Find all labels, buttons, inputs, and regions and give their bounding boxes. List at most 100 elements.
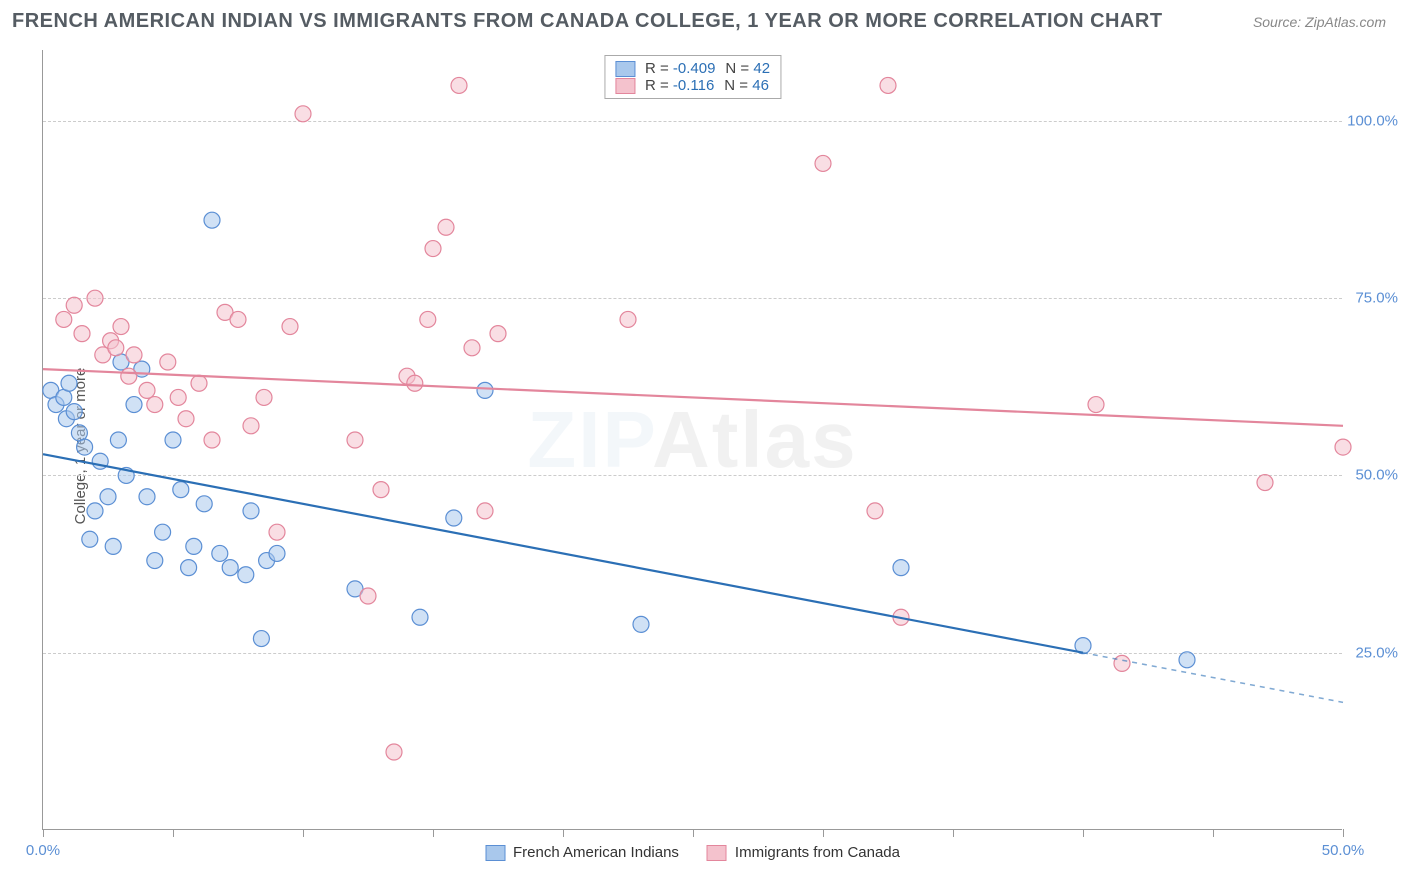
data-point — [243, 418, 259, 434]
data-point — [155, 524, 171, 540]
trend-line — [43, 369, 1343, 426]
x-tick — [1343, 829, 1344, 837]
data-point — [867, 503, 883, 519]
data-point — [56, 311, 72, 327]
data-point — [347, 432, 363, 448]
legend-label: Immigrants from Canada — [735, 844, 900, 861]
data-point — [1335, 439, 1351, 455]
x-tick — [173, 829, 174, 837]
legend-swatch — [615, 78, 635, 94]
data-point — [212, 545, 228, 561]
data-point — [269, 545, 285, 561]
data-point — [77, 439, 93, 455]
data-point — [1114, 655, 1130, 671]
legend-row: R = -0.116 N = 46 — [615, 77, 770, 94]
data-point — [269, 524, 285, 540]
x-tick — [433, 829, 434, 837]
data-point — [108, 340, 124, 356]
data-point — [620, 311, 636, 327]
data-point — [82, 531, 98, 547]
data-point — [222, 560, 238, 576]
data-point — [139, 382, 155, 398]
data-point — [196, 496, 212, 512]
data-point — [181, 560, 197, 576]
legend-label: French American Indians — [513, 844, 679, 861]
x-tick — [1213, 829, 1214, 837]
data-point — [121, 368, 137, 384]
data-point — [490, 326, 506, 342]
data-point — [282, 319, 298, 335]
series-legend: French American Indians Immigrants from C… — [485, 844, 900, 861]
data-point — [66, 297, 82, 313]
data-point — [386, 744, 402, 760]
y-tick-label: 25.0% — [1355, 644, 1398, 661]
data-point — [165, 432, 181, 448]
data-point — [373, 482, 389, 498]
data-point — [204, 212, 220, 228]
legend-swatch — [615, 61, 635, 77]
chart-container: FRENCH AMERICAN INDIAN VS IMMIGRANTS FRO… — [0, 0, 1406, 892]
legend-n: N = 46 — [724, 77, 769, 94]
x-tick — [43, 829, 44, 837]
data-point — [815, 155, 831, 171]
data-point — [295, 106, 311, 122]
data-point — [186, 538, 202, 554]
legend-swatch — [485, 845, 505, 861]
legend-r: R = -0.116 — [645, 77, 714, 94]
y-tick-label: 100.0% — [1347, 112, 1398, 129]
data-point — [139, 489, 155, 505]
legend-n: N = 42 — [725, 60, 770, 77]
data-point — [477, 382, 493, 398]
data-point — [170, 389, 186, 405]
data-point — [420, 311, 436, 327]
legend-row: R = -0.409 N = 42 — [615, 60, 770, 77]
data-point — [126, 347, 142, 363]
data-point — [178, 411, 194, 427]
data-point — [893, 560, 909, 576]
data-point — [100, 489, 116, 505]
data-point — [204, 432, 220, 448]
data-point — [87, 290, 103, 306]
legend-item: Immigrants from Canada — [707, 844, 900, 861]
data-point — [110, 432, 126, 448]
data-point — [425, 241, 441, 257]
data-point — [360, 588, 376, 604]
chart-title: FRENCH AMERICAN INDIAN VS IMMIGRANTS FRO… — [12, 10, 1163, 33]
scatter-plot — [43, 50, 1342, 829]
legend-swatch — [707, 845, 727, 861]
x-tick — [1083, 829, 1084, 837]
data-point — [160, 354, 176, 370]
data-point — [87, 503, 103, 519]
y-tick-label: 75.0% — [1355, 290, 1398, 307]
data-point — [238, 567, 254, 583]
data-point — [1257, 475, 1273, 491]
data-point — [438, 219, 454, 235]
x-tick — [563, 829, 564, 837]
correlation-legend: R = -0.409 N = 42 R = -0.116 N = 46 — [604, 55, 781, 99]
x-tick-label: 0.0% — [26, 842, 60, 859]
data-point — [1088, 397, 1104, 413]
x-tick — [303, 829, 304, 837]
data-point — [126, 397, 142, 413]
data-point — [407, 375, 423, 391]
data-point — [633, 616, 649, 632]
data-point — [61, 375, 77, 391]
data-point — [1179, 652, 1195, 668]
data-point — [253, 631, 269, 647]
data-point — [74, 326, 90, 342]
data-point — [412, 609, 428, 625]
data-point — [113, 319, 129, 335]
x-tick — [953, 829, 954, 837]
data-point — [446, 510, 462, 526]
x-tick — [823, 829, 824, 837]
data-point — [230, 311, 246, 327]
data-point — [147, 397, 163, 413]
data-point — [66, 404, 82, 420]
data-point — [105, 538, 121, 554]
trend-line — [43, 454, 1083, 653]
legend-r: R = -0.409 — [645, 60, 715, 77]
legend-item: French American Indians — [485, 844, 679, 861]
plot-area: ZIPAtlas 25.0%50.0%75.0%100.0% 0.0%50.0%… — [42, 50, 1342, 830]
data-point — [256, 389, 272, 405]
data-point — [147, 553, 163, 569]
